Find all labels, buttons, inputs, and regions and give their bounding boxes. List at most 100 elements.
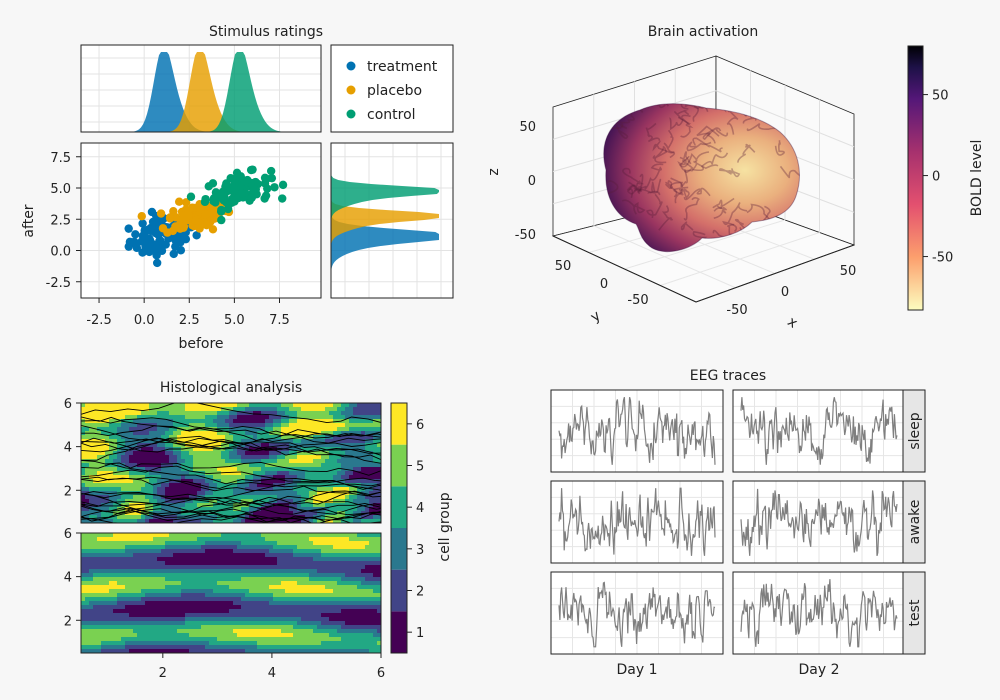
heat-cell bbox=[145, 589, 150, 594]
heat-cell bbox=[89, 483, 94, 488]
heat-cell bbox=[341, 487, 346, 492]
heat-cell bbox=[201, 601, 206, 606]
heat-cell bbox=[93, 423, 98, 428]
heat-cell bbox=[301, 613, 306, 618]
heat-cell bbox=[89, 403, 94, 408]
heat-cell bbox=[209, 641, 214, 646]
heat-cell bbox=[193, 475, 198, 480]
heat-cell bbox=[341, 411, 346, 416]
heat-cell bbox=[213, 553, 218, 558]
heat-cell bbox=[225, 435, 230, 440]
heat-cell bbox=[89, 629, 94, 634]
heat-cell bbox=[313, 557, 318, 562]
heat-cell bbox=[177, 585, 182, 590]
heat-cell bbox=[229, 609, 234, 614]
heat-cell bbox=[169, 573, 174, 578]
heat-cell bbox=[205, 533, 210, 538]
heat-cell bbox=[181, 553, 186, 558]
heat-cell bbox=[377, 565, 381, 570]
heat-cell bbox=[205, 483, 210, 488]
heat-cell bbox=[153, 479, 158, 484]
heat-cell bbox=[245, 495, 250, 500]
heat-cell bbox=[97, 553, 102, 558]
heat-cell bbox=[225, 585, 230, 590]
heat-cell bbox=[245, 589, 250, 594]
heat-cell bbox=[341, 641, 346, 646]
heat-cell bbox=[193, 633, 198, 638]
heat-cell bbox=[253, 557, 258, 562]
heat-cell bbox=[241, 609, 246, 614]
heat-cell bbox=[353, 617, 358, 622]
heat-cell bbox=[353, 649, 358, 653]
heat-cell bbox=[173, 443, 178, 448]
heat-cell bbox=[329, 585, 334, 590]
heat-cell bbox=[221, 617, 226, 622]
heat-cell bbox=[113, 581, 118, 586]
heat-cell bbox=[225, 451, 230, 456]
heat-cell bbox=[121, 589, 126, 594]
heat-cell bbox=[361, 479, 366, 484]
heat-cell bbox=[189, 641, 194, 646]
heat-cell bbox=[81, 573, 86, 578]
heat-cell bbox=[249, 553, 254, 558]
heat-cell bbox=[225, 483, 230, 488]
heat-cell bbox=[265, 545, 270, 550]
heat-cell bbox=[173, 625, 178, 630]
heat-cell bbox=[373, 553, 378, 558]
heat-cell bbox=[221, 451, 226, 456]
heat-cell bbox=[145, 471, 150, 476]
heat-cell bbox=[173, 637, 178, 642]
heat-cell bbox=[309, 613, 314, 618]
heat-cell bbox=[249, 541, 254, 546]
heat-cell bbox=[277, 649, 282, 653]
heat-cell bbox=[233, 491, 238, 496]
contour-line bbox=[81, 465, 381, 490]
heat-cell bbox=[349, 435, 354, 440]
heat-cell bbox=[293, 447, 298, 452]
heat-cell bbox=[153, 629, 158, 634]
heat-cell bbox=[117, 597, 122, 602]
heat-cell bbox=[181, 487, 186, 492]
heat-cell bbox=[281, 511, 286, 516]
heat-cell bbox=[237, 435, 242, 440]
heat-cell bbox=[317, 625, 322, 630]
heat-cell bbox=[185, 589, 190, 594]
heat-cell bbox=[201, 503, 206, 508]
heat-cell bbox=[277, 427, 282, 432]
heat-cell bbox=[345, 479, 350, 484]
heat-cell bbox=[313, 459, 318, 464]
heat-cell bbox=[105, 617, 110, 622]
heat-cell bbox=[85, 605, 90, 610]
heat-cell bbox=[329, 581, 334, 586]
heat-cell bbox=[233, 431, 238, 436]
heat-cell bbox=[297, 609, 302, 614]
heat-cell bbox=[221, 649, 226, 653]
heat-cell bbox=[269, 581, 274, 586]
heat-cell bbox=[169, 557, 174, 562]
heat-cell bbox=[205, 609, 210, 614]
heat-cell bbox=[361, 407, 366, 412]
brain-sulcus bbox=[674, 188, 690, 204]
heat-cell bbox=[245, 467, 250, 472]
heat-cell bbox=[349, 451, 354, 456]
heat-cell bbox=[229, 557, 234, 562]
heat-cell bbox=[273, 617, 278, 622]
heat-cell bbox=[213, 487, 218, 492]
heat-cell bbox=[245, 593, 250, 598]
heat-cell bbox=[325, 637, 330, 642]
heat-cell bbox=[369, 605, 374, 610]
heat-cell bbox=[113, 439, 118, 444]
heat-cell bbox=[233, 471, 238, 476]
heat-cell bbox=[241, 637, 246, 642]
heat-cell bbox=[317, 537, 322, 542]
heat-cell bbox=[153, 545, 158, 550]
heat-cell bbox=[189, 593, 194, 598]
heat-cell bbox=[369, 597, 374, 602]
heat-cell bbox=[89, 455, 94, 460]
heat-cell bbox=[217, 577, 222, 582]
heat-cell bbox=[257, 467, 262, 472]
heat-cell bbox=[273, 605, 278, 610]
heat-cell bbox=[257, 609, 262, 614]
heat-cell bbox=[369, 491, 374, 496]
heat-cell bbox=[337, 475, 342, 480]
